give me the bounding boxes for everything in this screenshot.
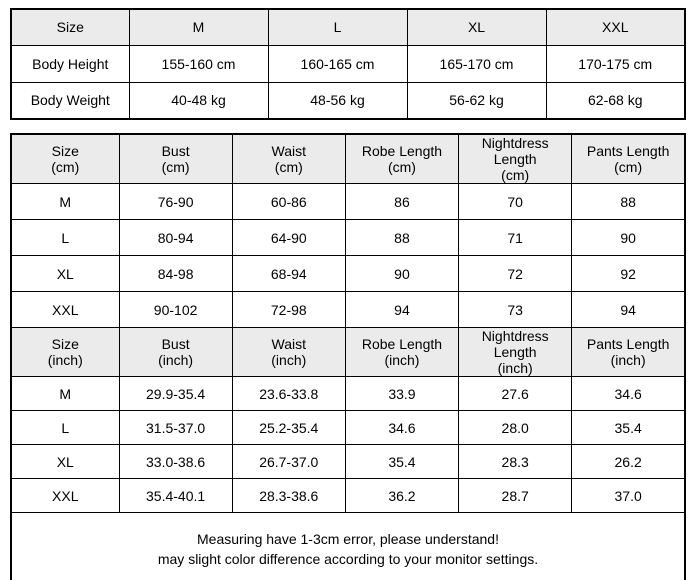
table-row: XL 33.0-38.6 26.7-37.0 35.4 28.3 26.2 bbox=[10, 444, 686, 479]
value-cell: 60-86 bbox=[231, 183, 346, 220]
value-cell: 90 bbox=[571, 219, 686, 256]
value-cell: 26.2 bbox=[571, 444, 686, 479]
value-cell: 68-94 bbox=[231, 255, 346, 292]
size-chart-page: Size M L XL XXL Body Height 155-160 cm 1… bbox=[0, 8, 696, 580]
size-label-cell: XL bbox=[10, 255, 120, 292]
value-cell: 35.4 bbox=[571, 410, 686, 445]
footer-note-line1: Measuring have 1-3cm error, please under… bbox=[197, 531, 499, 548]
value-cell: 71 bbox=[458, 219, 573, 256]
size-label-cell: L bbox=[10, 219, 120, 256]
header-cell-m: M bbox=[128, 8, 269, 46]
value-cell: 92 bbox=[571, 255, 686, 292]
value-cell: 28.7 bbox=[458, 478, 573, 513]
footer-note-line2: may slight color difference according to… bbox=[157, 551, 539, 568]
size-label-cell: L bbox=[10, 410, 120, 445]
table-row: Size M L XL XXL bbox=[10, 8, 686, 46]
table-row: XXL 90-102 72-98 94 73 94 bbox=[10, 291, 686, 328]
value-cell: 62-68 kg bbox=[545, 81, 686, 120]
table-row: Body Height 155-160 cm 160-165 cm 165-17… bbox=[10, 44, 686, 83]
value-cell: 73 bbox=[458, 291, 573, 328]
table-row: Size (inch) Bust (inch) Waist (inch) Rob… bbox=[10, 327, 686, 377]
value-cell: 88 bbox=[344, 219, 460, 256]
value-cell: 84-98 bbox=[118, 255, 233, 292]
size-label-cell: XL bbox=[10, 444, 120, 479]
value-cell: 35.4-40.1 bbox=[118, 478, 233, 513]
header-cell-size-cm: Size (cm) bbox=[10, 133, 120, 184]
table-row: M 29.9-35.4 23.6-33.8 33.9 27.6 34.6 bbox=[10, 376, 686, 411]
table-row: Body Weight 40-48 kg 48-56 kg 56-62 kg 6… bbox=[10, 81, 686, 120]
body-size-table: Size M L XL XXL Body Height 155-160 cm 1… bbox=[10, 8, 686, 120]
value-cell: 36.2 bbox=[344, 478, 460, 513]
table-row: L 31.5-37.0 25.2-35.4 34.6 28.0 35.4 bbox=[10, 410, 686, 445]
value-cell: 64-90 bbox=[231, 219, 346, 256]
value-cell: 155-160 cm bbox=[128, 44, 269, 83]
header-cell-robe-length-cm: Robe Length (cm) bbox=[344, 133, 460, 184]
value-cell: 170-175 cm bbox=[545, 44, 686, 83]
table-row: XL 84-98 68-94 90 72 92 bbox=[10, 255, 686, 292]
header-cell-pants-length-inch: Pants Length (inch) bbox=[571, 327, 686, 377]
header-cell-nightdress-length-inch: Nightdress Length (inch) bbox=[458, 327, 573, 377]
value-cell: 28.3 bbox=[458, 444, 573, 479]
value-cell: 70 bbox=[458, 183, 573, 220]
size-label-cell: XXL bbox=[10, 478, 120, 513]
value-cell: 88 bbox=[571, 183, 686, 220]
value-cell: 90 bbox=[344, 255, 460, 292]
value-cell: 80-94 bbox=[118, 219, 233, 256]
value-cell: 160-165 cm bbox=[267, 44, 408, 83]
value-cell: 28.0 bbox=[458, 410, 573, 445]
value-cell: 90-102 bbox=[118, 291, 233, 328]
value-cell: 94 bbox=[344, 291, 460, 328]
size-label-cell: XXL bbox=[10, 291, 120, 328]
header-cell-l: L bbox=[267, 8, 408, 46]
value-cell: 31.5-37.0 bbox=[118, 410, 233, 445]
value-cell: 37.0 bbox=[571, 478, 686, 513]
header-cell-bust-cm: Bust (cm) bbox=[118, 133, 233, 184]
value-cell: 28.3-38.6 bbox=[231, 478, 346, 513]
value-cell: 26.7-37.0 bbox=[231, 444, 346, 479]
value-cell: 27.6 bbox=[458, 376, 573, 411]
value-cell: 33.0-38.6 bbox=[118, 444, 233, 479]
table-row: XXL 35.4-40.1 28.3-38.6 36.2 28.7 37.0 bbox=[10, 478, 686, 513]
table-row: L 80-94 64-90 88 71 90 bbox=[10, 219, 686, 256]
table-row: M 76-90 60-86 86 70 88 bbox=[10, 183, 686, 220]
value-cell: 25.2-35.4 bbox=[231, 410, 346, 445]
footer-note: Measuring have 1-3cm error, please under… bbox=[10, 512, 686, 580]
garment-size-table: Size (cm) Bust (cm) Waist (cm) Robe Leng… bbox=[10, 133, 686, 580]
header-cell-size-inch: Size (inch) bbox=[10, 327, 120, 377]
value-cell: 72 bbox=[458, 255, 573, 292]
row-label-body-height: Body Height bbox=[10, 44, 130, 83]
size-label-cell: M bbox=[10, 376, 120, 411]
value-cell: 165-170 cm bbox=[406, 44, 547, 83]
header-cell-pants-length-cm: Pants Length (cm) bbox=[571, 133, 686, 184]
row-label-body-weight: Body Weight bbox=[10, 81, 130, 120]
header-cell-xl: XL bbox=[406, 8, 547, 46]
header-cell-waist-cm: Waist (cm) bbox=[231, 133, 346, 184]
header-cell-xxl: XXL bbox=[545, 8, 686, 46]
table-row: Measuring have 1-3cm error, please under… bbox=[10, 512, 686, 580]
header-cell-bust-inch: Bust (inch) bbox=[118, 327, 233, 377]
value-cell: 94 bbox=[571, 291, 686, 328]
header-cell-waist-inch: Waist (inch) bbox=[231, 327, 346, 377]
value-cell: 40-48 kg bbox=[128, 81, 269, 120]
value-cell: 34.6 bbox=[344, 410, 460, 445]
header-cell-nightdress-length-cm: Nightdress Length (cm) bbox=[458, 133, 573, 184]
value-cell: 23.6-33.8 bbox=[231, 376, 346, 411]
size-label-cell: M bbox=[10, 183, 120, 220]
value-cell: 29.9-35.4 bbox=[118, 376, 233, 411]
value-cell: 72-98 bbox=[231, 291, 346, 328]
value-cell: 34.6 bbox=[571, 376, 686, 411]
value-cell: 33.9 bbox=[344, 376, 460, 411]
value-cell: 76-90 bbox=[118, 183, 233, 220]
value-cell: 56-62 kg bbox=[406, 81, 547, 120]
value-cell: 48-56 kg bbox=[267, 81, 408, 120]
header-cell-robe-length-inch: Robe Length (inch) bbox=[344, 327, 460, 377]
table-row: Size (cm) Bust (cm) Waist (cm) Robe Leng… bbox=[10, 133, 686, 184]
value-cell: 86 bbox=[344, 183, 460, 220]
header-cell-size: Size bbox=[10, 8, 130, 46]
value-cell: 35.4 bbox=[344, 444, 460, 479]
